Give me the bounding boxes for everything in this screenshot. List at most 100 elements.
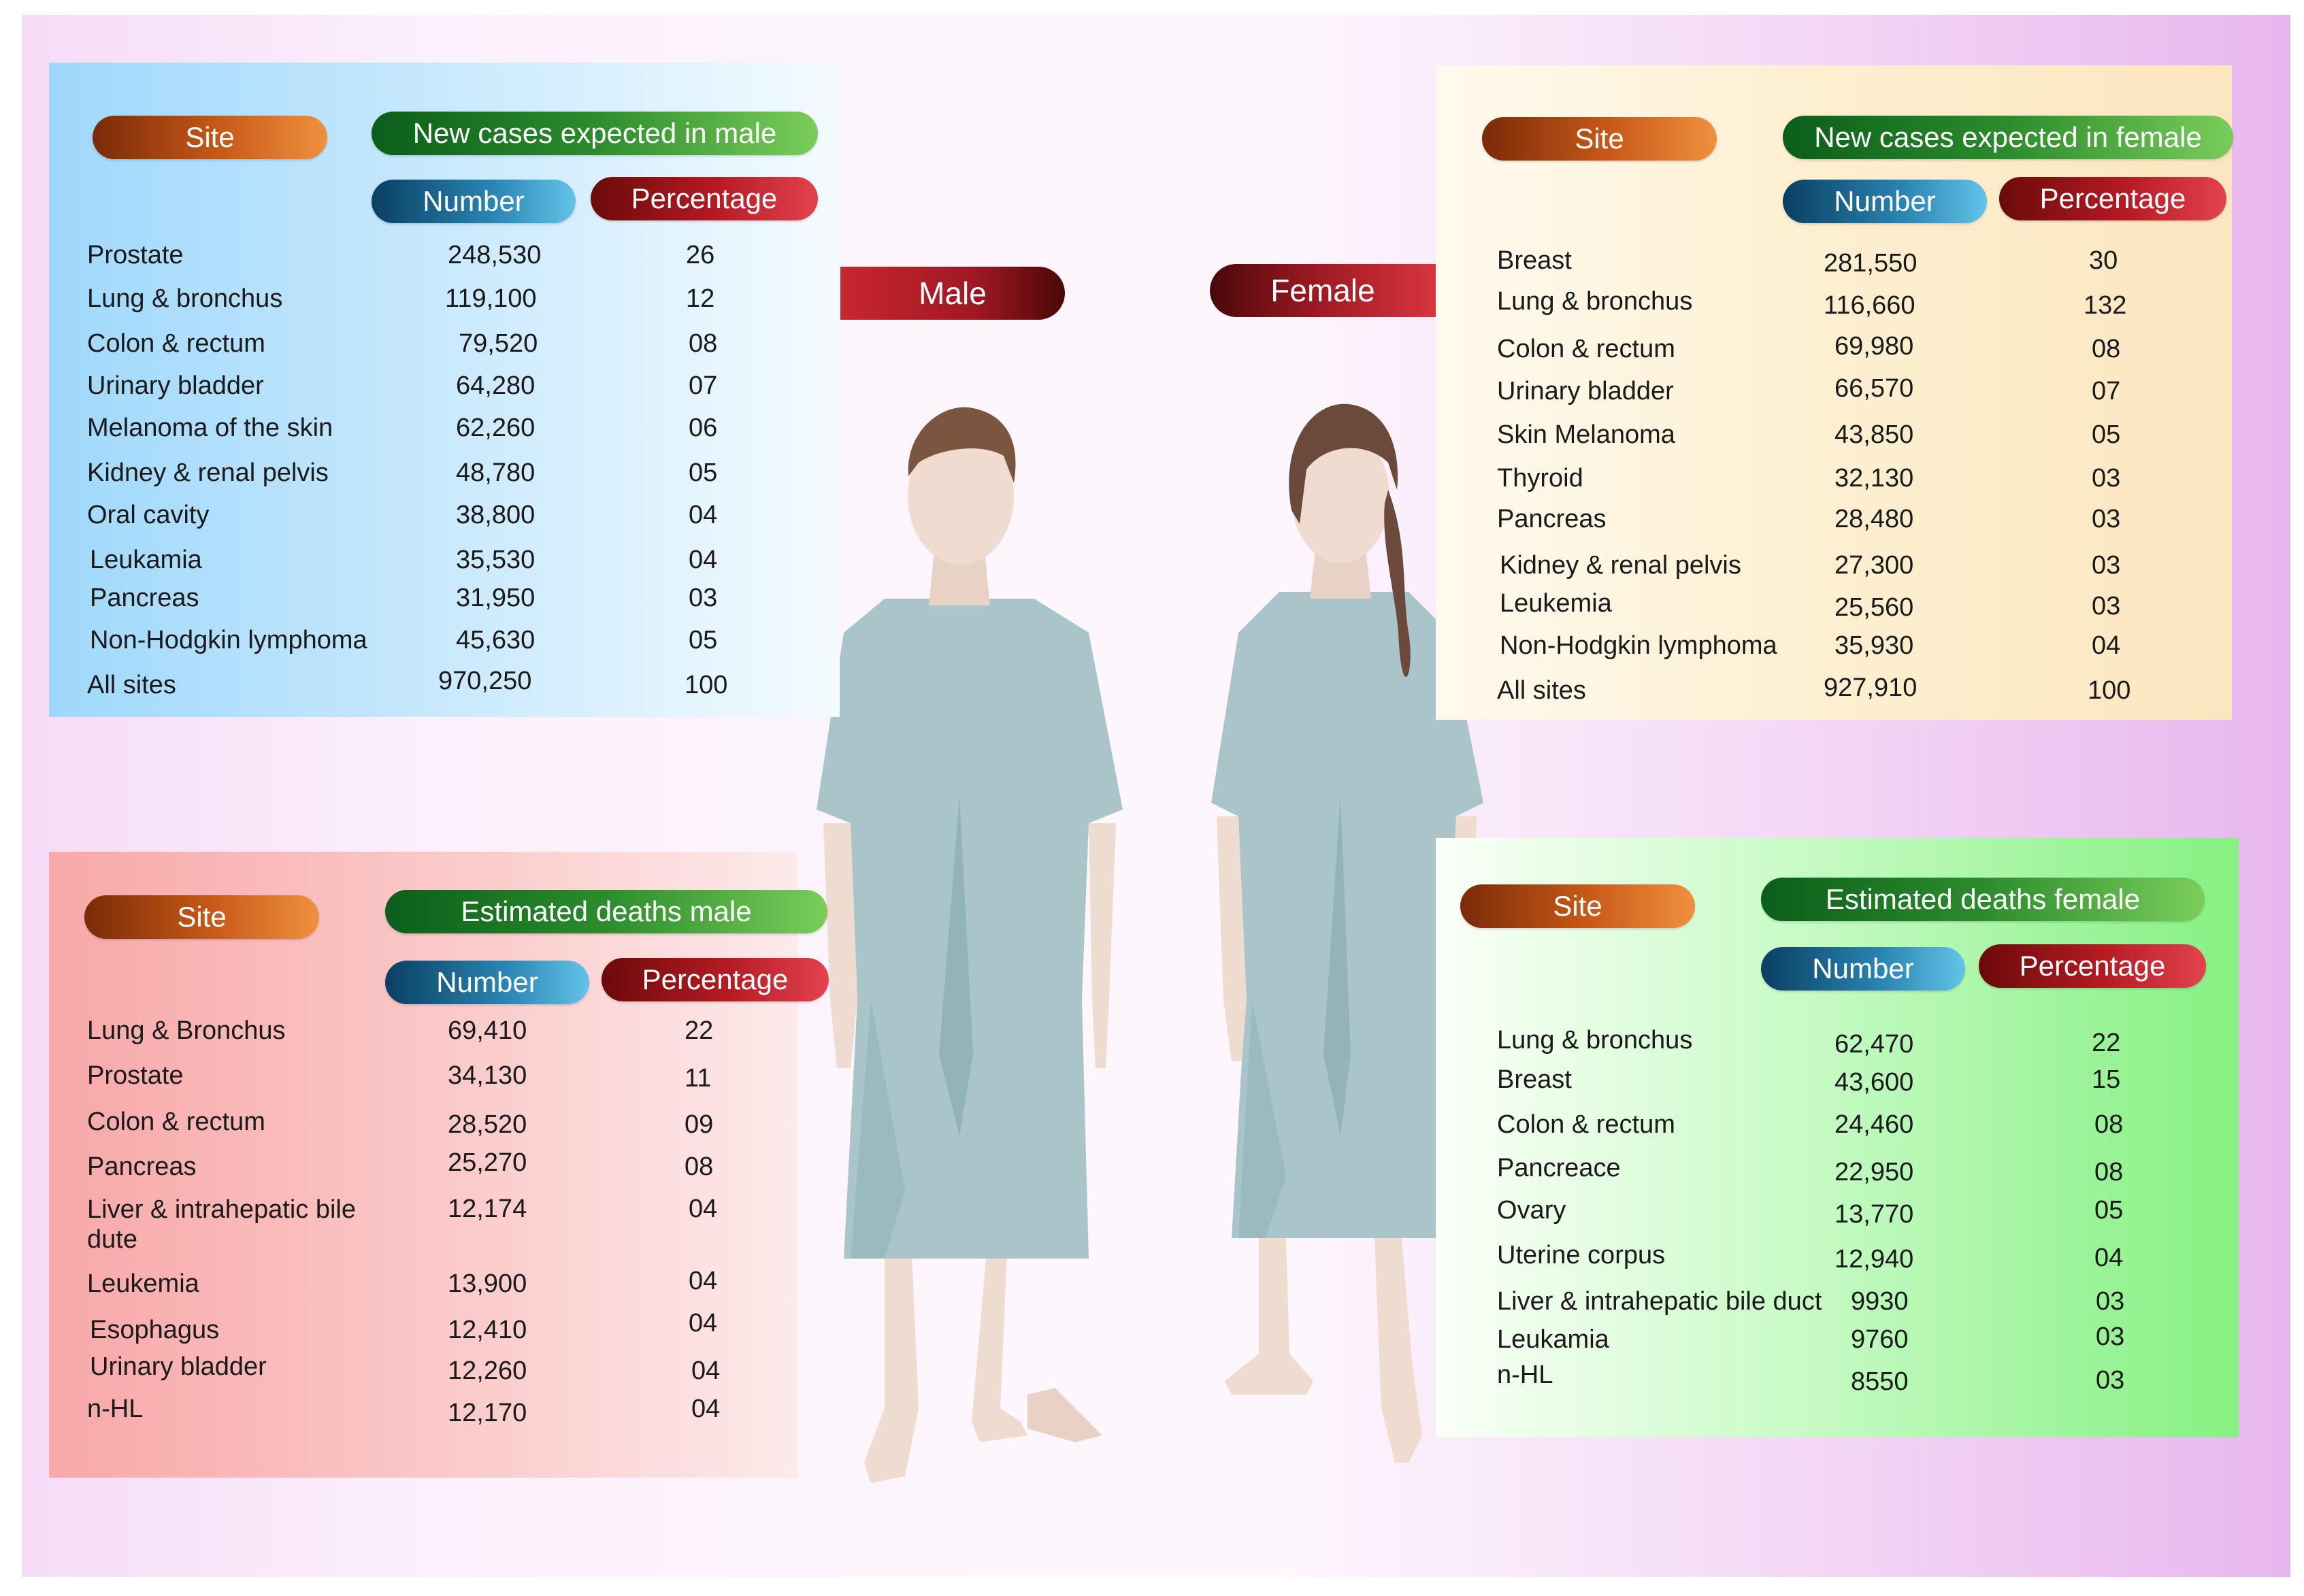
- number-cell: 32,130: [1834, 464, 1914, 493]
- percentage-header: Percentage: [1999, 177, 2226, 220]
- percentage-cell: 30: [2089, 246, 2118, 275]
- number-cell: 281,550: [1824, 249, 1918, 278]
- site-header: Site: [1460, 884, 1695, 928]
- table-title: Estimated deaths female: [1761, 878, 2205, 921]
- number-cell: 45,630: [456, 626, 536, 654]
- percentage-cell: 04: [691, 1395, 721, 1423]
- number-cell: 31,950: [456, 584, 536, 612]
- percentage-cell: 05: [689, 626, 718, 654]
- percentage-cell: 03: [2092, 464, 2121, 493]
- site-cell: Pancreas: [1497, 505, 1607, 533]
- number-header: Number: [372, 180, 576, 223]
- number-cell: 927,910: [1824, 674, 1918, 702]
- percentage-cell: 22: [685, 1016, 714, 1045]
- number-cell: 34,130: [448, 1061, 527, 1090]
- percentage-cell: 08: [2092, 335, 2121, 363]
- female-new-cases-panel: Site New cases expected in female Number…: [1436, 65, 2233, 720]
- site-cell: All sites: [1497, 676, 1586, 705]
- number-cell: 24,460: [1834, 1110, 1914, 1139]
- percentage-cell: 04: [2092, 631, 2121, 660]
- site-cell: Uterine corpus: [1497, 1241, 1666, 1269]
- percentage-cell: 08: [2094, 1158, 2124, 1186]
- percentage-cell: 09: [685, 1110, 714, 1139]
- number-cell: 12,410: [448, 1316, 527, 1344]
- table-title: New cases expected in female: [1783, 116, 2233, 159]
- percentage-cell: 08: [689, 329, 718, 358]
- number-cell: 9760: [1851, 1325, 1909, 1354]
- number-cell: 25,560: [1834, 593, 1914, 622]
- percentage-cell: 26: [686, 241, 715, 269]
- percentage-cell: 07: [2092, 377, 2121, 405]
- number-cell: 62,260: [456, 414, 536, 442]
- site-cell: Urinary bladder: [87, 371, 264, 400]
- site-cell: n-HL: [1497, 1361, 1553, 1389]
- site-cell: Thyroid: [1497, 464, 1583, 493]
- number-cell: 119,100: [445, 284, 537, 313]
- site-cell: Colon & rectum: [1497, 335, 1675, 363]
- percentage-cell: 05: [2094, 1196, 2124, 1225]
- site-cell: Urinary bladder: [90, 1352, 267, 1381]
- site-cell: Colon & rectum: [87, 1108, 265, 1136]
- number-cell: 35,530: [456, 546, 536, 574]
- site-cell: Liver & intrahepatic bile duct: [1497, 1287, 1822, 1316]
- site-cell: Colon & rectum: [87, 329, 265, 358]
- number-header: Number: [1761, 947, 1965, 991]
- number-cell: 9930: [1851, 1287, 1909, 1316]
- site-cell: Prostate: [87, 1061, 184, 1090]
- site-header: Site: [84, 895, 319, 939]
- percentage-cell: 03: [689, 584, 718, 612]
- site-cell: Non-Hodgkin lymphoma: [1500, 631, 1777, 660]
- site-cell: Prostate: [87, 241, 184, 269]
- percentage-cell: 05: [689, 459, 718, 487]
- site-cell: All sites: [87, 671, 176, 699]
- percentage-cell: 15: [2092, 1065, 2121, 1094]
- percentage-cell: 04: [689, 501, 718, 529]
- percentage-cell: 04: [689, 1195, 718, 1223]
- percentage-cell: 132: [2084, 291, 2127, 320]
- percentage-cell: 05: [2092, 420, 2121, 449]
- number-cell: 8550: [1851, 1367, 1909, 1396]
- male-deaths-panel: Site Estimated deaths male Number Percen…: [49, 852, 829, 1478]
- number-cell: 64,280: [456, 371, 536, 400]
- number-cell: 62,470: [1834, 1030, 1914, 1059]
- number-cell: 69,980: [1834, 332, 1914, 361]
- number-cell: 116,660: [1824, 291, 1915, 320]
- number-cell: 69,410: [448, 1016, 527, 1045]
- site-cell: Breast: [1497, 246, 1572, 275]
- percentage-cell: 04: [689, 546, 718, 574]
- site-cell: Oral cavity: [87, 501, 210, 529]
- site-cell: Lung & bronchus: [1497, 287, 1693, 316]
- site-cell: Breast: [1497, 1065, 1572, 1094]
- site-cell: Kidney & renal pelvis: [87, 459, 329, 487]
- site-cell: Pancreas: [87, 1152, 197, 1181]
- site-cell: Pancreas: [90, 584, 199, 612]
- percentage-cell: 11: [685, 1064, 712, 1093]
- percentage-cell: 04: [689, 1309, 718, 1337]
- percentage-header: Percentage: [602, 958, 829, 1001]
- female-deaths-panel: Site Estimated deaths female Number Perc…: [1436, 838, 2239, 1437]
- site-cell: Lung & bronchus: [87, 284, 283, 313]
- site-cell: Lung & Bronchus: [87, 1016, 286, 1045]
- male-figure-illustration: [817, 407, 1123, 1483]
- site-header: Site: [93, 116, 327, 159]
- percentage-cell: 03: [2096, 1287, 2125, 1316]
- percentage-cell: 03: [2092, 505, 2121, 533]
- site-cell: Urinary bladder: [1497, 377, 1674, 405]
- site-cell: Skin Melanoma: [1497, 420, 1675, 449]
- site-cell: Pancreace: [1497, 1154, 1621, 1182]
- percentage-cell: 100: [685, 671, 728, 699]
- site-header: Site: [1482, 117, 1717, 161]
- percentage-cell: 03: [2096, 1366, 2125, 1395]
- number-cell: 248,530: [448, 241, 542, 269]
- number-cell: 28,480: [1834, 505, 1914, 533]
- percentage-header: Percentage: [591, 177, 818, 220]
- site-cell: n-HL: [87, 1395, 144, 1423]
- percentage-cell: 07: [689, 371, 718, 400]
- number-header: Number: [1783, 180, 1987, 223]
- percentage-cell: 03: [2092, 551, 2121, 580]
- number-cell: 970,250: [438, 667, 532, 695]
- number-cell: 12,174: [448, 1195, 527, 1223]
- site-cell: Liver & intrahepatic bile dute: [87, 1195, 356, 1254]
- number-cell: 66,570: [1834, 374, 1914, 403]
- percentage-cell: 12: [686, 284, 715, 313]
